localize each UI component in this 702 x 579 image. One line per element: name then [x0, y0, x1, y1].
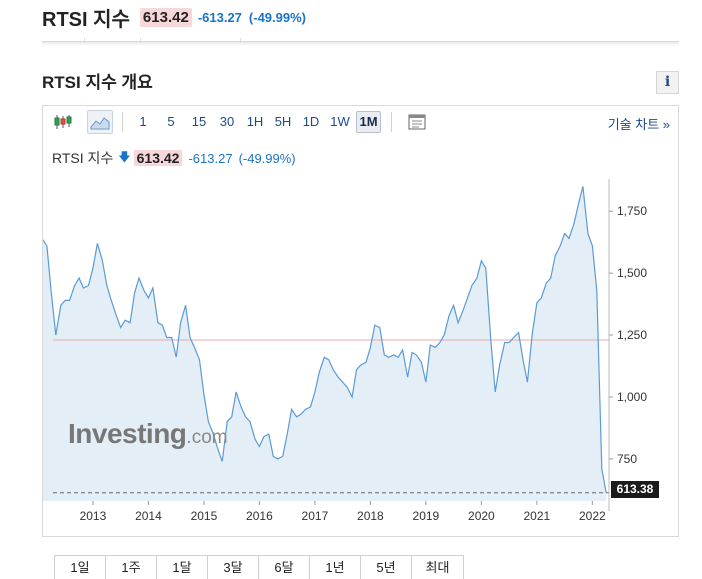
range-button-6m[interactable]: 6달 [259, 556, 310, 579]
candlestick-icon[interactable] [50, 110, 76, 134]
strip-divider [140, 38, 141, 43]
chart-legend: RTSI 지수 🡇 613.42 -613.27 (-49.99%) [52, 148, 296, 168]
x-tick-label: 2020 [468, 509, 495, 523]
instrument-header: RTSI 지수 613.42 -613.27 (-49.99%) [42, 4, 306, 31]
range-button-5y[interactable]: 5년 [361, 556, 412, 579]
legend-price: 613.42 [133, 150, 183, 166]
strip-divider [84, 38, 85, 43]
x-tick-label: 2019 [413, 509, 440, 523]
period-button-1m[interactable]: 1M [356, 111, 381, 133]
watermark-main: Investing [68, 418, 187, 449]
period-button-15[interactable]: 15 [191, 114, 207, 129]
x-tick-label: 2015 [191, 509, 218, 523]
x-tick-label: 2017 [302, 509, 329, 523]
price-chart[interactable]: 750 1,000 1,250 1,500 1,750 2013 2014 2015 2016 2… [43, 137, 679, 537]
chart-settings-icon[interactable] [404, 110, 430, 134]
chart-toolbar: 1 5 15 30 1H 5H 1D 1W 1M 기술 차트 » [42, 105, 679, 138]
x-tick-label: 2018 [357, 509, 384, 523]
range-selector: 1일 1주 1달 3달 6달 1년 5년 최대 [54, 555, 464, 579]
period-button-5h[interactable]: 5H [274, 114, 292, 129]
y-tick-label: 750 [617, 452, 637, 466]
x-tick-label: 2014 [135, 509, 162, 523]
period-button-1d[interactable]: 1D [302, 114, 320, 129]
advanced-chart-link[interactable]: 기술 차트 » [607, 117, 670, 132]
instrument-change: -613.27 [197, 9, 242, 25]
down-arrow-icon: 🡇 [118, 149, 131, 164]
x-tick-label: 2021 [524, 509, 551, 523]
range-button-1m[interactable]: 1달 [157, 556, 208, 579]
legend-change: -613.27 [188, 150, 233, 166]
range-button-1d[interactable]: 1일 [55, 556, 106, 579]
strip-divider [240, 38, 241, 43]
period-button-1h[interactable]: 1H [246, 114, 264, 129]
x-tick-label: 2013 [80, 509, 107, 523]
period-button-1w[interactable]: 1W [330, 114, 350, 129]
instrument-price: 613.42 [139, 7, 192, 27]
legend-name: RTSI 지수 [52, 150, 114, 166]
y-tick-label: 1,750 [617, 204, 647, 218]
legend-change-pct: (-49.99%) [238, 150, 296, 166]
period-button-5[interactable]: 5 [167, 114, 175, 129]
range-button-1y[interactable]: 1년 [310, 556, 361, 579]
x-tick-label: 2022 [579, 509, 606, 523]
toolbar-separator [391, 112, 392, 132]
range-button-max[interactable]: 최대 [425, 560, 450, 575]
range-button-3m[interactable]: 3달 [208, 556, 259, 579]
x-tick-label: 2016 [246, 509, 273, 523]
toolbar-separator [122, 112, 123, 132]
period-button-30[interactable]: 30 [219, 114, 235, 129]
investing-logo: Investing .com [68, 418, 228, 450]
range-button-1w[interactable]: 1주 [106, 556, 157, 579]
price-line [43, 186, 607, 493]
instrument-title: RTSI 지수 [42, 8, 130, 31]
last-value-label: 613.38 [611, 481, 659, 498]
area-chart-icon[interactable] [87, 110, 113, 134]
info-button[interactable]: i [656, 71, 679, 94]
y-tick-label: 1,250 [617, 328, 647, 342]
header-strip-shadow [42, 42, 679, 46]
instrument-change-pct: (-49.99%) [248, 9, 306, 25]
header-strip [42, 38, 679, 42]
period-button-1[interactable]: 1 [139, 114, 147, 129]
section-title: RTSI 지수 개요 [42, 73, 153, 92]
watermark-tld: .com [186, 427, 228, 448]
y-tick-label: 1,500 [617, 266, 647, 280]
price-area [43, 186, 607, 501]
y-tick-label: 1,000 [617, 390, 647, 404]
